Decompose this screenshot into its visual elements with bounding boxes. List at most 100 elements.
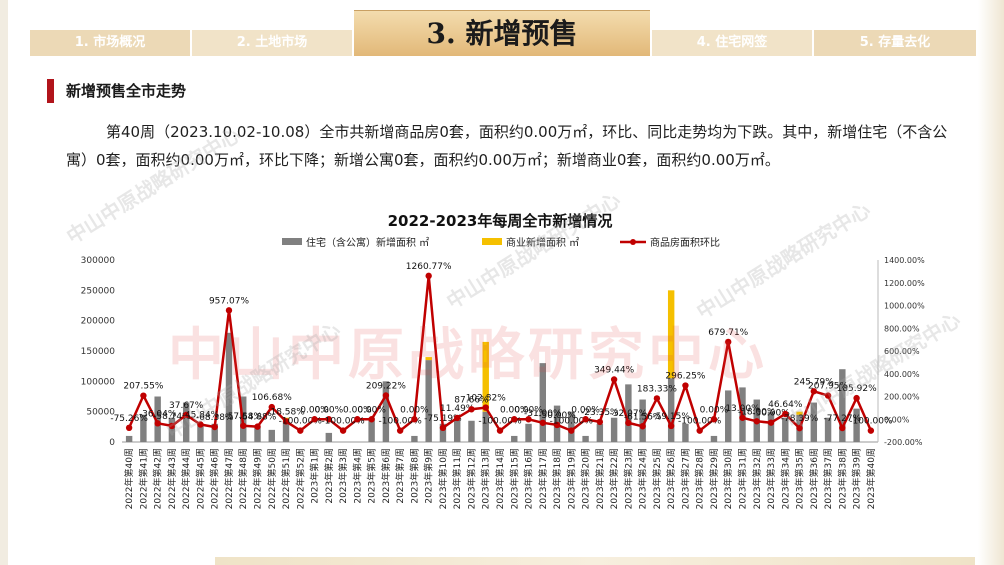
- y-right-tick-label: 1200.00%: [884, 279, 925, 288]
- x-tick-label: 2023年第36周: [808, 448, 820, 509]
- ratio-data-label: -100.00%: [550, 417, 594, 427]
- ratio-point: [582, 416, 589, 423]
- ratio-data-label: -68.38%: [196, 413, 234, 423]
- bottom-decor-strip: [215, 557, 975, 565]
- x-tick-label: 2022年第48周: [237, 448, 249, 509]
- x-tick-label: 2022年第49周: [252, 448, 264, 509]
- bar-residential: [667, 378, 675, 442]
- bar-residential: [154, 396, 161, 442]
- ratio-data-label: -23.35%: [581, 408, 619, 418]
- x-tick-label: 2023年第1周: [309, 448, 321, 504]
- x-tick-label: 2023年第23周: [622, 448, 634, 509]
- bar-residential: [810, 402, 818, 442]
- x-tick-label: 2023年第30周: [722, 448, 734, 509]
- x-tick-label: 2023年第24周: [637, 448, 649, 509]
- ratio-point: [439, 424, 447, 432]
- legend-label-commercial: 商业新增面积 ㎡: [506, 236, 579, 249]
- ratio-point: [782, 410, 789, 418]
- ratio-data-label: 183.33%: [637, 384, 677, 394]
- y-right-tick-label: -200.00%: [884, 438, 923, 447]
- ratio-point: [496, 427, 504, 434]
- section-tab-strip: 1. 市场概况 2. 土地市场 4. 住宅网签 5. 存量去化: [30, 30, 976, 56]
- bar-residential: [710, 435, 718, 442]
- x-tick-label: 2022年第42周: [152, 448, 164, 509]
- ratio-data-label: 207.55%: [123, 382, 163, 392]
- ratio-data-label: 87.66%: [454, 395, 489, 405]
- ratio-point: [225, 307, 233, 314]
- x-tick-label: 2023年第32周: [751, 448, 763, 509]
- y-right-tick-label: 400.00%: [884, 370, 920, 379]
- bar-residential: [254, 426, 261, 442]
- ratio-data-label: 0.00%: [500, 405, 529, 415]
- ratio-data-label: 0.00%: [315, 405, 344, 415]
- ratio-data-label: 0.00%: [400, 405, 429, 415]
- bar-residential: [482, 411, 489, 442]
- x-tick-label: 2022年第45周: [194, 448, 206, 509]
- x-tick-label: 2023年第12周: [465, 448, 477, 509]
- ratio-point: [725, 338, 732, 346]
- ratio-point: [140, 392, 147, 399]
- x-tick-label: 2022年第46周: [209, 448, 221, 509]
- y-right-tick-label: 1400.00%: [884, 256, 925, 265]
- ratio-point: [824, 392, 832, 399]
- ratio-point: [411, 416, 418, 423]
- ratio-data-label: -59.15%: [652, 412, 690, 422]
- legend-label-residential: 住宅（含公寓）新增面积 ㎡: [306, 236, 429, 249]
- ratio-point: [839, 424, 846, 432]
- bar-residential: [453, 420, 461, 442]
- x-tick-label: 2023年第40周: [865, 448, 877, 509]
- bar-residential: [439, 423, 447, 442]
- x-tick-label: 2023年第8周: [408, 448, 420, 504]
- ratio-data-label: -45.84%: [182, 410, 220, 420]
- ratio-data-label: -100.00%: [279, 417, 323, 427]
- x-tick-label: 2023年第28周: [694, 448, 706, 509]
- x-tick-label: 2023年第21周: [594, 448, 606, 509]
- legend-marker-ratio: [630, 239, 636, 245]
- y-left-tick-label: 0: [109, 438, 115, 448]
- x-tick-label: 2023年第14周: [494, 448, 506, 509]
- y-left-tick-label: 150000: [81, 347, 116, 357]
- y-right-tick-label: 800.00%: [884, 324, 920, 333]
- ratio-point: [254, 423, 261, 430]
- tab-new-presale-active[interactable]: 3. 新增预售: [354, 10, 650, 56]
- ratio-point: [810, 388, 818, 395]
- bar-residential: [368, 417, 375, 442]
- ratio-point: [425, 272, 432, 280]
- legend-swatch-commercial: [482, 238, 502, 245]
- ratio-point: [753, 418, 760, 425]
- x-tick-label: 2022年第43周: [166, 448, 178, 509]
- bar-residential: [568, 411, 575, 442]
- ratio-point: [625, 419, 632, 427]
- bar-commercial: [425, 357, 432, 361]
- bar-residential: [539, 363, 547, 442]
- bar-residential: [282, 420, 290, 442]
- ratio-data-label: 0.00%: [514, 405, 543, 415]
- ratio-data-label: 0.00%: [571, 405, 600, 415]
- ratio-point: [311, 416, 318, 423]
- bar-residential: [411, 435, 418, 442]
- ratio-data-label: -36.04%: [139, 409, 177, 419]
- x-tick-label: 2023年第4周: [351, 448, 363, 504]
- tab-residential-sales[interactable]: 4. 住宅网签: [652, 30, 812, 56]
- tab-land-market[interactable]: 2. 土地市场: [192, 30, 352, 56]
- ratio-data-label: 0.00%: [357, 405, 386, 415]
- ratio-point: [268, 403, 275, 411]
- x-tick-label: 2023年第37周: [822, 448, 834, 509]
- x-tick-label: 2023年第2周: [323, 448, 335, 504]
- ratio-data-label: -58.74%: [153, 412, 191, 422]
- ratio-data-label: -64.88%: [239, 413, 277, 423]
- x-tick-label: 2023年第39周: [851, 448, 863, 509]
- bar-residential: [425, 360, 432, 442]
- bar-residential: [525, 423, 532, 442]
- tab-inventory[interactable]: 5. 存量去化: [814, 30, 976, 56]
- x-tick-label: 2023年第22周: [608, 448, 620, 509]
- ratio-point: [154, 420, 161, 427]
- tab-market-overview[interactable]: 1. 市场概况: [30, 30, 190, 56]
- y-left-tick-label: 250000: [81, 286, 116, 296]
- ratio-data-label: 679.71%: [708, 328, 748, 338]
- ratio-point: [325, 416, 333, 423]
- ratio-data-label: 209.22%: [366, 381, 406, 391]
- y-right-tick-label: 600.00%: [884, 347, 920, 356]
- x-tick-label: 2023年第34周: [779, 448, 791, 509]
- x-tick-label: 2023年第10周: [437, 448, 449, 509]
